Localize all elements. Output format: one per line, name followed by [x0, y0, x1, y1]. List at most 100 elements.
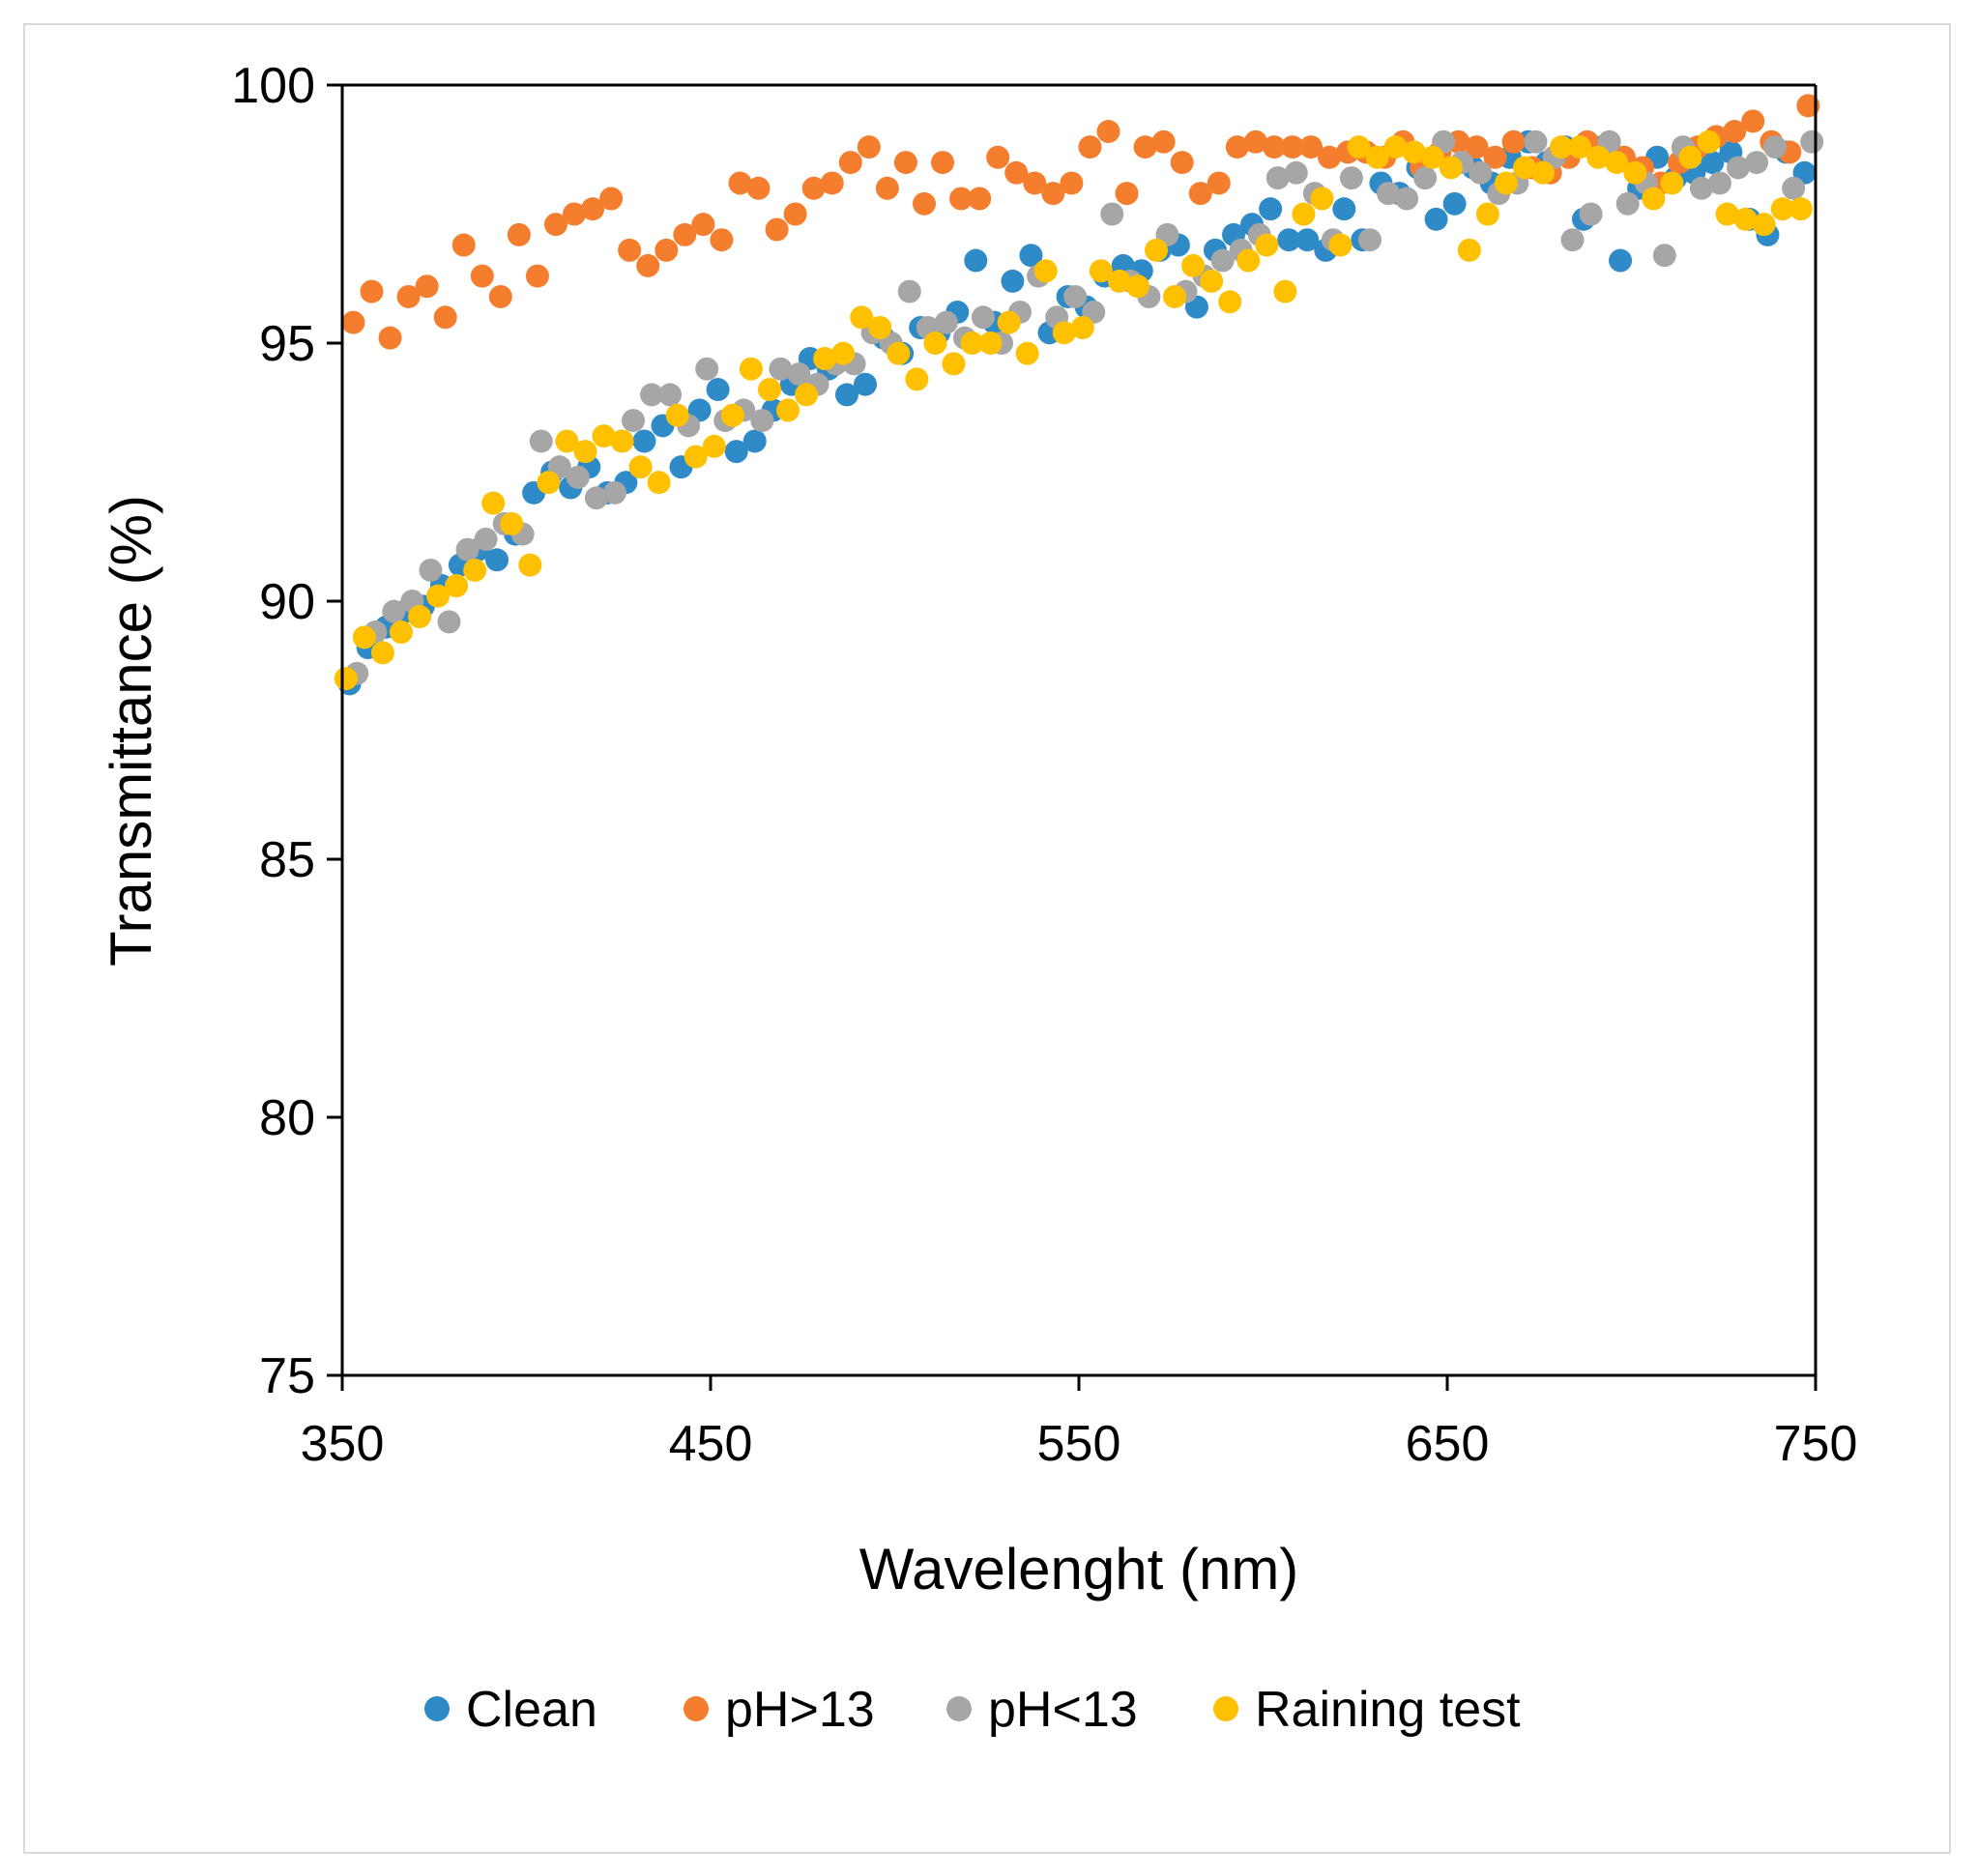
data-point	[1004, 160, 1029, 185]
data-point	[820, 171, 844, 195]
data-point	[419, 558, 443, 582]
data-point	[485, 548, 509, 572]
data-point	[647, 471, 671, 495]
data-point	[1310, 187, 1334, 211]
y-tick-label: 90	[259, 574, 315, 630]
data-point	[463, 558, 487, 582]
data-point	[636, 253, 660, 277]
data-point	[695, 357, 719, 381]
data-point	[584, 486, 608, 510]
data-point	[1733, 207, 1758, 231]
data-point	[1402, 140, 1426, 164]
data-point	[838, 151, 862, 175]
data-point	[1284, 160, 1308, 185]
data-point	[1060, 171, 1084, 195]
data-point	[1243, 130, 1267, 154]
data-point	[389, 621, 413, 645]
data-point	[1501, 130, 1526, 154]
data-point	[445, 573, 469, 597]
data-point	[1413, 166, 1438, 190]
data-point	[1273, 279, 1297, 303]
data-point	[706, 378, 730, 402]
data-point	[1609, 248, 1633, 273]
data-point	[1524, 130, 1548, 154]
data-point	[408, 605, 432, 629]
data-point	[618, 238, 642, 262]
data-point	[691, 213, 715, 237]
data-point	[1475, 202, 1499, 226]
data-point	[396, 284, 421, 308]
data-point	[628, 455, 653, 479]
data-point	[750, 409, 774, 433]
x-tick-label: 450	[669, 1416, 753, 1472]
data-point	[887, 341, 911, 365]
data-point	[1255, 233, 1279, 257]
data-point	[1170, 151, 1194, 175]
data-point	[654, 238, 679, 262]
x-tick-label: 350	[301, 1416, 385, 1472]
data-point	[1163, 284, 1187, 308]
data-point	[1796, 94, 1820, 118]
legend-item: Clean	[424, 1682, 597, 1738]
data-point	[1265, 166, 1290, 190]
data-point	[1181, 253, 1206, 277]
data-point	[1328, 233, 1353, 257]
data-point	[1096, 120, 1120, 144]
data-point	[1299, 135, 1324, 159]
data-point	[1033, 259, 1058, 283]
data-point	[1789, 197, 1813, 221]
data-point	[360, 279, 384, 303]
data-point	[470, 264, 494, 288]
data-point	[857, 135, 881, 159]
data-point	[525, 264, 549, 288]
data-point	[1420, 145, 1444, 169]
data-point	[912, 191, 936, 216]
data-point	[1615, 191, 1640, 216]
data-point	[1063, 284, 1088, 308]
y-tick-label: 80	[259, 1090, 315, 1146]
data-point	[1689, 176, 1713, 200]
data-point	[923, 332, 947, 355]
data-point	[573, 440, 597, 464]
data-point	[481, 491, 506, 515]
data-point	[934, 310, 958, 334]
data-point	[834, 383, 858, 407]
data-point	[968, 187, 992, 211]
data-point	[893, 151, 917, 175]
data-point	[537, 471, 561, 495]
data-point	[1494, 171, 1518, 195]
data-point	[378, 326, 402, 350]
data-point	[1236, 248, 1261, 273]
data-point	[1579, 202, 1603, 226]
data-point	[500, 511, 524, 535]
data-point	[640, 383, 664, 407]
data-point	[352, 625, 376, 649]
data-point	[1280, 135, 1304, 159]
data-point	[1145, 238, 1169, 262]
data-point	[1560, 228, 1585, 252]
legend-item: pH>13	[684, 1682, 875, 1738]
data-point	[1377, 182, 1401, 206]
data-point	[1115, 182, 1139, 206]
data-point	[746, 176, 771, 200]
x-tick-label: 550	[1037, 1416, 1121, 1472]
series-raining-test	[334, 130, 1813, 691]
y-axis-title: Transmittance (%)	[99, 495, 163, 967]
data-point	[728, 171, 752, 195]
legend-marker	[946, 1696, 972, 1721]
data-point	[1225, 135, 1249, 159]
data-point	[1023, 171, 1047, 195]
data-point	[783, 202, 807, 226]
data-point	[1125, 274, 1149, 299]
data-point	[1623, 160, 1647, 185]
legend-item: Raining test	[1213, 1682, 1521, 1738]
data-point	[610, 429, 634, 453]
data-point	[742, 429, 767, 453]
data-point	[1052, 321, 1076, 345]
legend-marker	[1213, 1696, 1238, 1721]
data-point	[451, 233, 476, 257]
data-point	[658, 383, 683, 407]
data-point	[1188, 182, 1212, 206]
data-point	[1770, 197, 1794, 221]
data-point	[1210, 248, 1235, 273]
